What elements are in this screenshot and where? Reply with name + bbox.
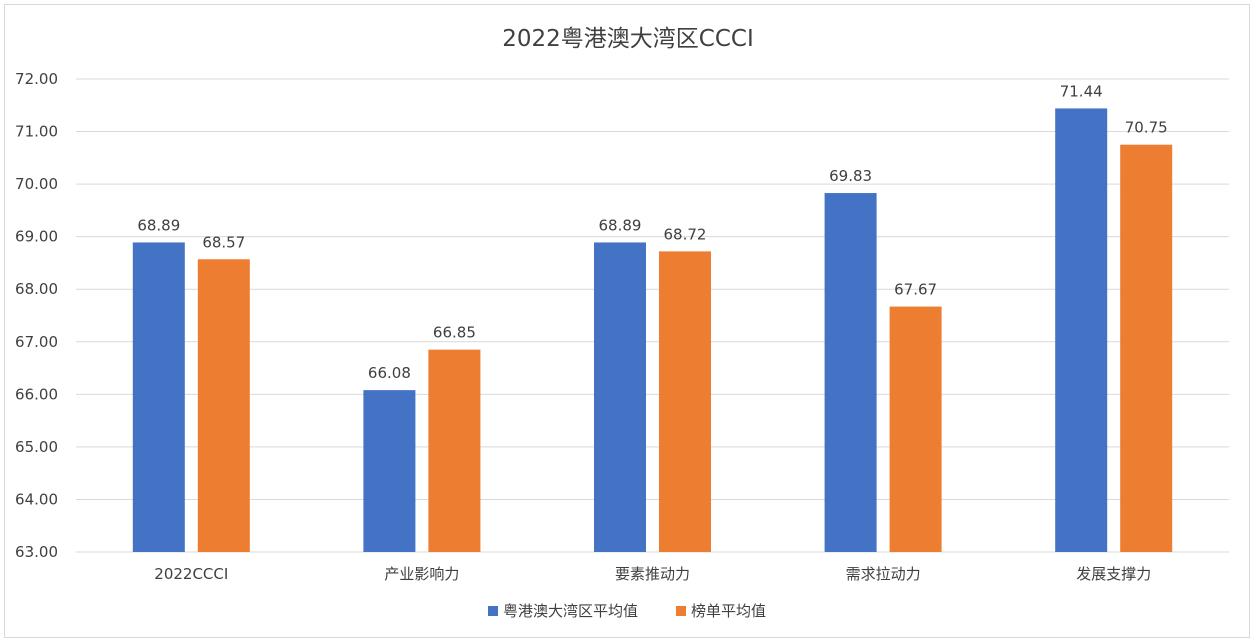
data-label: 66.85 xyxy=(433,324,476,342)
y-tick-label: 72.00 xyxy=(15,70,58,88)
data-label: 68.72 xyxy=(664,225,707,243)
x-category-label: 要素推动力 xyxy=(615,565,690,583)
bar-series-2 xyxy=(428,349,481,552)
y-tick-label: 66.00 xyxy=(15,385,58,403)
bar-series-2 xyxy=(659,251,711,553)
legend: 粤港澳大湾区平均值 榜单平均值 xyxy=(488,602,766,620)
gridlines xyxy=(76,78,1229,553)
legend-label-series-1: 粤港澳大湾区平均值 xyxy=(503,602,638,620)
bar-series-1 xyxy=(824,193,877,552)
x-category-label: 需求拉动力 xyxy=(846,565,921,583)
x-category-label: 产业影响力 xyxy=(384,565,459,583)
x-category-label: 2022CCCI xyxy=(154,565,228,583)
bar-series-2 xyxy=(1120,144,1173,552)
bar-series-2 xyxy=(197,259,250,552)
data-label: 67.67 xyxy=(894,281,937,299)
x-axis-categories: 2022CCCI 产业影响力 要素推动力 需求拉动力 发展支撑力 xyxy=(154,565,1151,583)
y-tick-label: 67.00 xyxy=(15,333,58,351)
y-tick-label: 70.00 xyxy=(15,175,58,193)
data-label: 69.83 xyxy=(829,167,872,185)
legend-swatch-series-1 xyxy=(488,606,498,616)
data-label: 68.89 xyxy=(137,216,180,234)
y-tick-label: 69.00 xyxy=(15,228,58,246)
chart-title: 2022粤港澳大湾区CCCI xyxy=(502,26,754,52)
data-label: 70.75 xyxy=(1125,119,1168,137)
x-category-label: 发展支撑力 xyxy=(1076,565,1151,583)
y-axis-ticks: 63.00 64.00 65.00 66.00 67.00 68.00 69.00 70.00… xyxy=(15,70,58,561)
legend-label-series-2: 榜单平均值 xyxy=(691,602,766,620)
bar-series-2 xyxy=(889,306,942,552)
y-tick-label: 63.00 xyxy=(15,543,58,561)
bar-series-1 xyxy=(594,242,646,552)
y-tick-label: 65.00 xyxy=(15,438,58,456)
data-label: 68.89 xyxy=(599,216,642,234)
y-tick-label: 64.00 xyxy=(15,490,58,508)
data-label: 66.08 xyxy=(368,364,411,382)
bar-series-1 xyxy=(363,390,416,552)
data-label: 68.57 xyxy=(202,233,245,251)
bar-series-1 xyxy=(1055,108,1108,552)
y-tick-label: 71.00 xyxy=(15,123,58,141)
bars xyxy=(132,108,1173,553)
data-label: 71.44 xyxy=(1060,82,1103,100)
legend-swatch-series-2 xyxy=(676,606,686,616)
y-tick-label: 68.00 xyxy=(15,280,58,298)
data-labels: 68.89 68.57 66.08 66.85 68.89 68.72 69.83 67.67… xyxy=(137,82,1167,382)
bar-series-1 xyxy=(132,242,185,552)
